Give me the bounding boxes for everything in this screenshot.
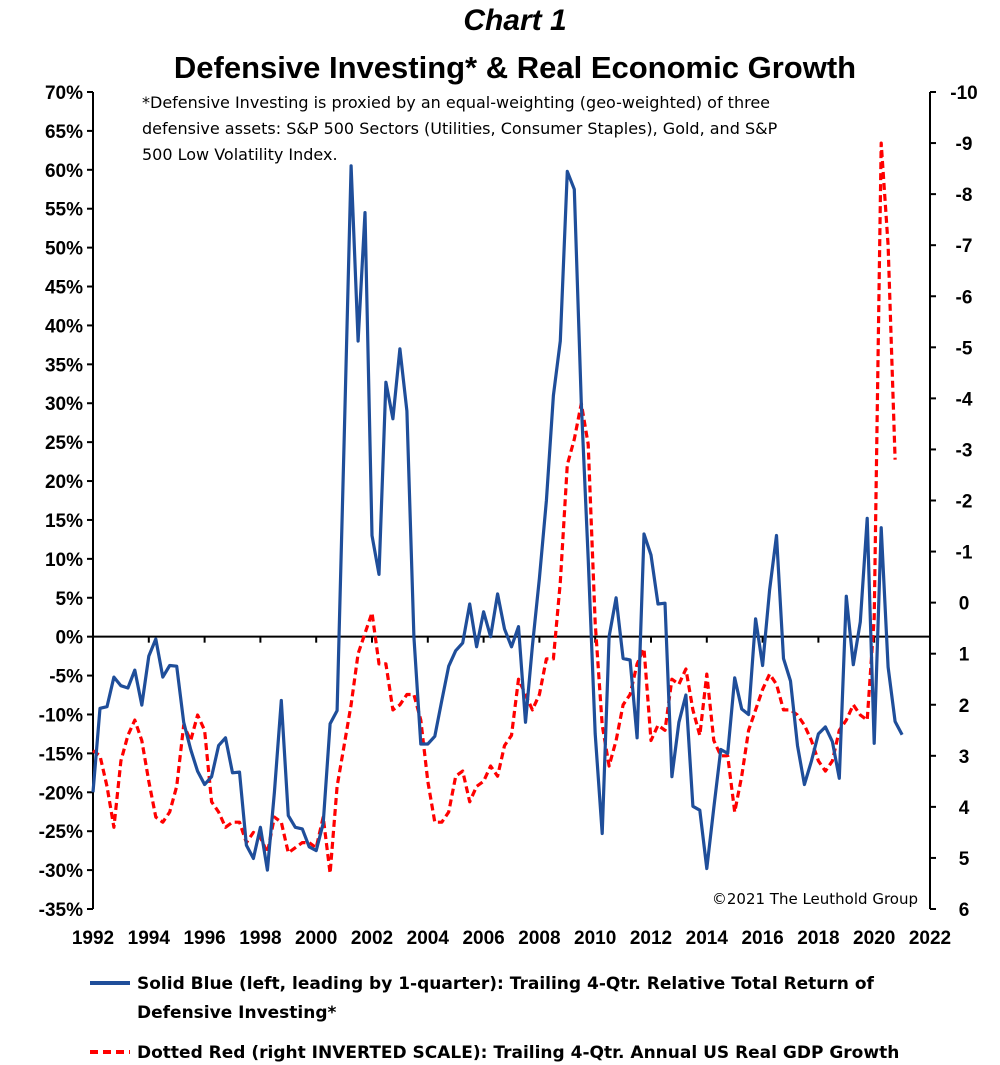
- legend-label-red: Dotted Red (right INVERTED SCALE): Trail…: [137, 1043, 899, 1063]
- x-tick-label: 2018: [797, 928, 839, 949]
- left-tick-label: 45%: [45, 278, 83, 299]
- legend-item-red: Dotted Red (right INVERTED SCALE): Trail…: [90, 1043, 899, 1063]
- legend: Solid Blue (left, leading by 1-quarter):…: [90, 974, 899, 1063]
- axes: [92, 92, 931, 909]
- left-axis-ticks: 70% 65% 60% 55% 50% 45% 40% 35% 30% 25% 20% 15% 10% 5…: [39, 83, 93, 921]
- x-tick-label: 1996: [183, 928, 225, 949]
- left-tick-label: 60%: [45, 161, 83, 182]
- left-tick-label: 40%: [45, 316, 83, 337]
- right-tick-label: -4: [956, 389, 973, 410]
- x-tick-label: 2022: [909, 928, 951, 949]
- right-tick-label: -1: [956, 543, 973, 564]
- legend-item-blue: Solid Blue (left, leading by 1-quarter):…: [90, 974, 874, 1023]
- left-tick-label: -20%: [39, 783, 83, 804]
- left-tick-label: -10%: [39, 705, 83, 726]
- legend-label-blue-1: Solid Blue (left, leading by 1-quarter):…: [137, 974, 874, 994]
- chart-subtitle: Defensive Investing* & Real Economic Gro…: [174, 50, 856, 85]
- left-tick-label: 55%: [45, 200, 83, 221]
- left-tick-label: 35%: [45, 355, 83, 376]
- left-tick-label: 15%: [45, 511, 83, 532]
- right-tick-label: 0: [959, 594, 970, 615]
- left-tick-label: 10%: [45, 550, 83, 571]
- right-tick-label: 4: [959, 798, 970, 819]
- x-tick-label: 2008: [518, 928, 560, 949]
- series-line-red: [92, 141, 897, 875]
- copyright: ©2021 The Leuthold Group: [712, 890, 918, 908]
- x-axis-ticks: 1992 1994 1996 1998 2000 2002 2004 2006 2008 2010…: [72, 636, 951, 949]
- x-tick-label: 2006: [462, 928, 504, 949]
- chart-title: Chart 1: [463, 4, 566, 37]
- x-tick-label: 2002: [351, 928, 393, 949]
- right-tick-label: -6: [956, 287, 973, 308]
- right-tick-label: -8: [956, 185, 973, 206]
- x-tick-label: 2020: [853, 928, 895, 949]
- left-tick-label: 65%: [45, 122, 83, 143]
- footnote: *Defensive Investing is proxied by an eq…: [142, 93, 778, 164]
- x-tick-label: 2014: [686, 928, 729, 949]
- x-tick-label: 2016: [741, 928, 783, 949]
- legend-label-blue-2: Defensive Investing*: [137, 1003, 337, 1023]
- footnote-line-2: defensive assets: S&P 500 Sectors (Utili…: [142, 119, 778, 138]
- right-tick-label: -10: [950, 83, 977, 104]
- left-tick-label: -30%: [39, 861, 83, 882]
- left-tick-label: 30%: [45, 394, 83, 415]
- left-tick-label: -35%: [39, 900, 83, 921]
- footnote-line-3: 500 Low Volatility Index.: [142, 145, 338, 164]
- x-tick-label: 1994: [128, 928, 171, 949]
- left-tick-label: -5%: [49, 667, 83, 688]
- left-tick-label: 25%: [45, 433, 83, 454]
- right-tick-label: -9: [956, 134, 973, 155]
- x-tick-label: 2000: [295, 928, 337, 949]
- left-tick-label: -25%: [39, 822, 83, 843]
- footnote-line-1: *Defensive Investing is proxied by an eq…: [142, 93, 770, 112]
- right-tick-label: -2: [956, 492, 973, 513]
- left-tick-label: -15%: [39, 744, 83, 765]
- x-tick-label: 2012: [630, 928, 672, 949]
- right-tick-label: 1: [959, 645, 970, 666]
- left-tick-label: 70%: [45, 83, 83, 104]
- left-tick-label: 5%: [56, 589, 84, 610]
- left-tick-label: 50%: [45, 239, 83, 260]
- right-tick-label: -5: [956, 338, 973, 359]
- x-tick-label: 2010: [574, 928, 616, 949]
- series-line-blue: [91, 164, 904, 872]
- left-tick-label: 20%: [45, 472, 83, 493]
- right-tick-label: -3: [956, 440, 973, 461]
- x-tick-label: 2004: [407, 928, 450, 949]
- x-tick-label: 1992: [72, 928, 114, 949]
- series-layer: [91, 141, 904, 875]
- right-tick-label: 2: [959, 696, 970, 717]
- right-tick-label: 5: [959, 849, 970, 870]
- right-tick-label: 6: [959, 900, 970, 921]
- right-tick-label: 3: [959, 747, 970, 768]
- x-tick-label: 1998: [239, 928, 281, 949]
- right-tick-label: -7: [956, 236, 973, 257]
- left-tick-label: 0%: [56, 628, 84, 649]
